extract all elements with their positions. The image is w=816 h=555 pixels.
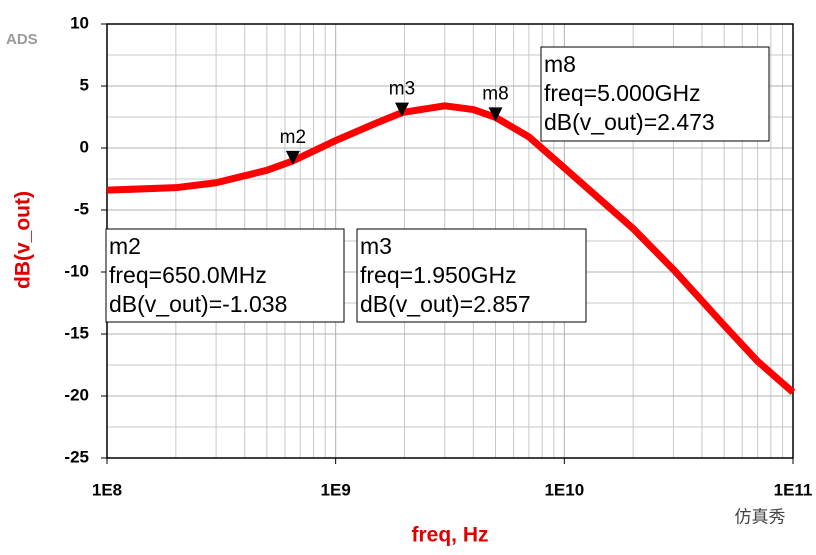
y-tick-label: -20 (64, 385, 89, 404)
marker-label: m8 (482, 83, 508, 104)
watermark: 仿真秀 (735, 507, 786, 526)
app-label: ADS (6, 31, 38, 48)
marker-triangle (394, 102, 409, 117)
y-tick-label: 0 (80, 137, 89, 156)
marker-box-frame (105, 228, 345, 323)
marker-box-line: freq=1.950GHz (360, 262, 517, 288)
y-tick-label: -25 (64, 447, 89, 466)
x-axis-label: freq, Hz (411, 524, 488, 547)
marker-label: m2 (280, 127, 306, 148)
marker-box-frame (356, 228, 587, 323)
marker-box-name: m3 (360, 233, 392, 259)
marker-box-line: freq=5.000GHz (544, 80, 701, 106)
marker-box-frame (540, 46, 770, 142)
x-tick-label: 1E8 (92, 480, 122, 499)
marker-label: m3 (389, 79, 415, 100)
marker-triangle (285, 150, 300, 165)
marker-triangle (488, 107, 503, 122)
y-tick-label: -15 (64, 323, 89, 342)
marker-box-line: dB(v_out)=2.857 (360, 291, 531, 317)
marker-box-name: m8 (544, 51, 576, 77)
y-tick-label: -5 (74, 199, 89, 218)
y-tick-label: -10 (64, 261, 89, 280)
x-tick-label: 1E11 (774, 480, 813, 499)
marker-box: m2 freq=650.0MHz dB(v_out)=-1.038 (105, 228, 345, 323)
x-tick-label: 1E9 (321, 480, 351, 499)
y-tick-label: 5 (80, 75, 89, 94)
data-line (106, 102, 796, 395)
marker-box-name: m2 (109, 233, 141, 259)
marker-box-line: freq=650.0MHz (109, 262, 267, 288)
marker-box: m3 freq=1.950GHz dB(v_out)=2.857 (356, 228, 587, 323)
x-tick-label: 1E10 (544, 480, 584, 499)
marker-box-line: dB(v_out)=2.473 (544, 109, 715, 135)
y-tick-label: 10 (70, 13, 89, 32)
marker-box: m8 freq=5.000GHz dB(v_out)=2.473 (540, 46, 770, 142)
y-axis-label: dB(v_out) (12, 191, 35, 289)
marker-box-line: dB(v_out)=-1.038 (109, 291, 287, 317)
